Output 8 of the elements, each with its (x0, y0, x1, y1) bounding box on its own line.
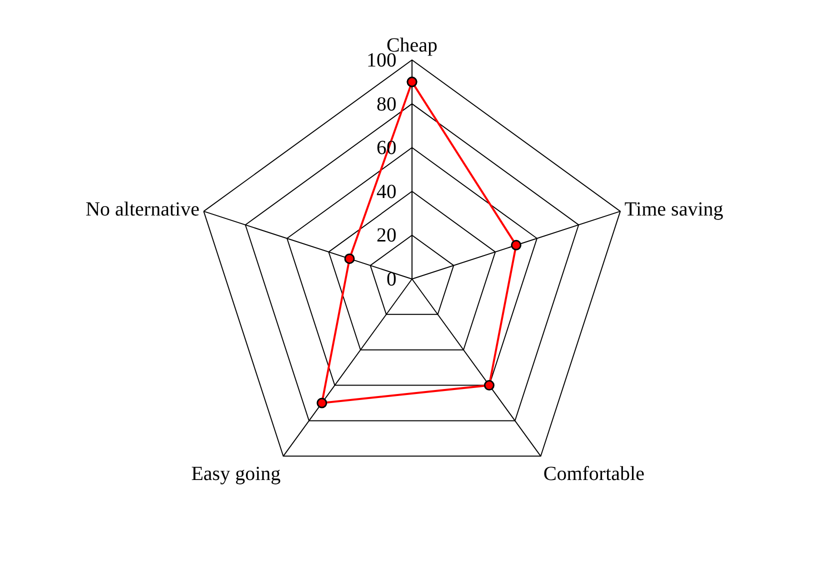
y-tick-label: 80 (376, 93, 396, 116)
spoke-label: Comfortable (543, 463, 645, 486)
y-tick-label: 0 (386, 268, 396, 290)
y-tick-label: 20 (376, 224, 396, 247)
spoke-label: No alternative (86, 198, 200, 220)
spoke-label: Time saving (624, 198, 724, 220)
y-tick-label: 40 (376, 180, 396, 203)
spoke-label: Easy going (191, 463, 281, 486)
